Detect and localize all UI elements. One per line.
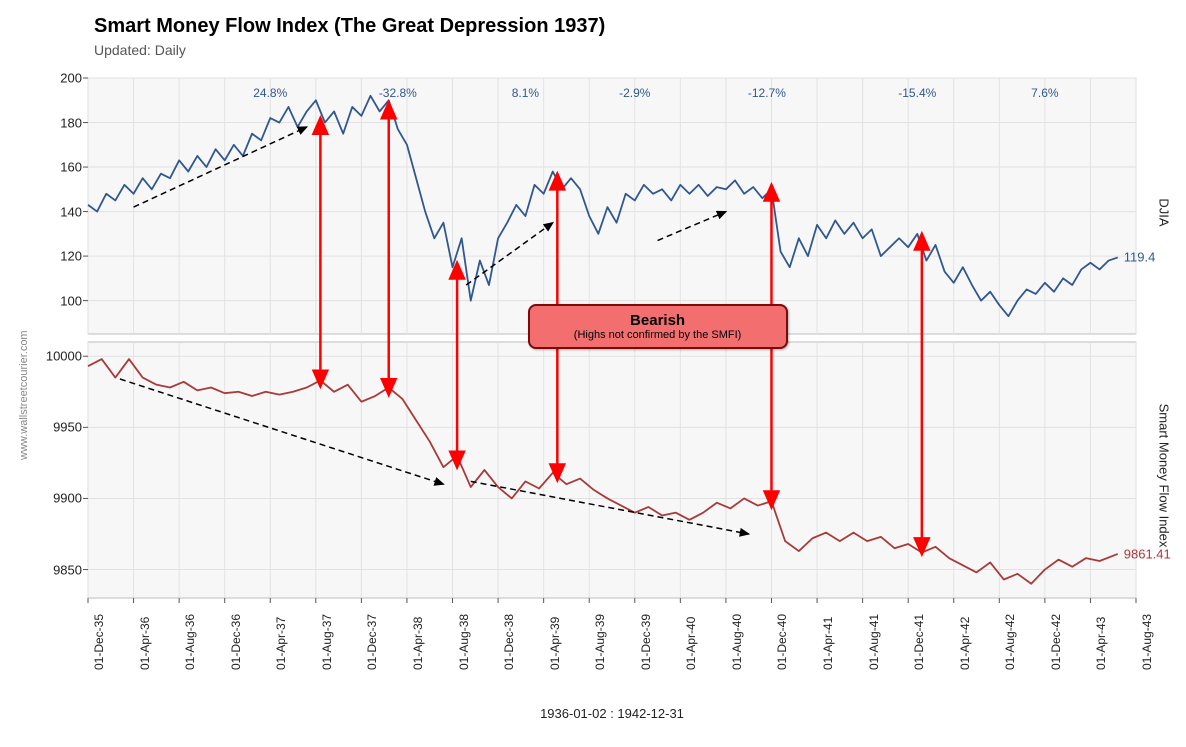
x-tick-label: 01-Dec-38 <box>502 614 516 670</box>
pct-annotation: -15.4% <box>898 86 936 100</box>
x-tick-label: 01-Aug-42 <box>1003 614 1017 670</box>
x-tick-label: 01-Aug-41 <box>867 614 881 670</box>
x-tick-label: 01-Dec-35 <box>92 614 106 670</box>
x-tick-label: 01-Aug-37 <box>320 614 334 670</box>
y-tick-label: 10000 <box>38 349 82 364</box>
x-tick-label: 01-Apr-42 <box>958 617 972 670</box>
djia-end-label: 119.4 <box>1124 250 1156 265</box>
x-tick-label: 01-Dec-39 <box>639 614 653 670</box>
pct-annotation: 7.6% <box>1031 86 1058 100</box>
x-tick-label: 01-Apr-39 <box>548 617 562 670</box>
pct-annotation: 24.8% <box>253 86 287 100</box>
x-tick-label: 01-Apr-36 <box>138 617 152 670</box>
x-tick-label: 01-Apr-37 <box>274 617 288 670</box>
pct-annotation: -32.8% <box>379 86 417 100</box>
x-tick-label: 01-Aug-43 <box>1140 614 1154 670</box>
y-tick-label: 140 <box>48 204 82 219</box>
y-tick-label: 9950 <box>38 420 82 435</box>
x-tick-label: 01-Aug-39 <box>593 614 607 670</box>
x-tick-label: 01-Aug-36 <box>183 614 197 670</box>
bearish-title: Bearish <box>544 312 772 329</box>
y-tick-label: 160 <box>48 160 82 175</box>
date-range: 1936-01-02 : 1942-12-31 <box>540 706 684 721</box>
bearish-subtitle: (Highs not confirmed by the SMFI) <box>544 329 772 341</box>
x-tick-label: 01-Dec-41 <box>912 614 926 670</box>
y-tick-label: 100 <box>48 293 82 308</box>
x-tick-label: 01-Dec-42 <box>1049 614 1063 670</box>
y-tick-label: 9850 <box>38 562 82 577</box>
y-tick-label: 120 <box>48 249 82 264</box>
x-tick-label: 01-Apr-43 <box>1094 617 1108 670</box>
smfi-end-label: 9861.41 <box>1124 546 1171 561</box>
pct-annotation: 8.1% <box>512 86 539 100</box>
x-tick-label: 01-Aug-38 <box>457 614 471 670</box>
chart-root: Smart Money Flow Index (The Great Depres… <box>0 0 1186 747</box>
y-tick-label: 200 <box>48 71 82 86</box>
y-tick-label: 9900 <box>38 491 82 506</box>
bearish-callout: Bearish (Highs not confirmed by the SMFI… <box>528 304 788 349</box>
x-tick-label: 01-Aug-40 <box>730 614 744 670</box>
bot-panel-label: Smart Money Flow Index <box>1156 404 1171 548</box>
x-tick-label: 01-Apr-40 <box>684 617 698 670</box>
top-panel-label: DJIA <box>1157 198 1172 226</box>
x-tick-label: 01-Dec-40 <box>775 614 789 670</box>
pct-annotation: -2.9% <box>619 86 650 100</box>
x-tick-label: 01-Dec-36 <box>229 614 243 670</box>
x-tick-label: 01-Apr-38 <box>411 617 425 670</box>
x-tick-label: 01-Dec-37 <box>365 614 379 670</box>
pct-annotation: -12.7% <box>748 86 786 100</box>
x-tick-label: 01-Apr-41 <box>821 617 835 670</box>
y-tick-label: 180 <box>48 115 82 130</box>
